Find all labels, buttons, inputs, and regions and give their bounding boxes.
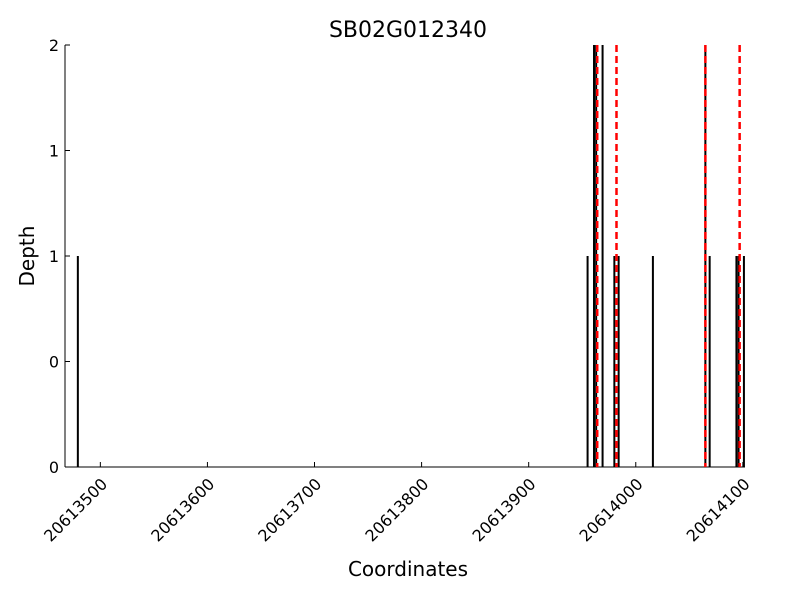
y-tick-label: 2 bbox=[49, 36, 59, 55]
y-axis-label: Depth bbox=[15, 226, 39, 287]
y-tick-label: 1 bbox=[49, 142, 59, 161]
x-axis-label: Coordinates bbox=[348, 557, 468, 581]
y-tick-label: 1 bbox=[49, 247, 59, 266]
y-tick-label: 0 bbox=[49, 353, 59, 372]
chart-title: SB02G012340 bbox=[329, 18, 487, 43]
y-tick-label: 0 bbox=[49, 458, 59, 477]
